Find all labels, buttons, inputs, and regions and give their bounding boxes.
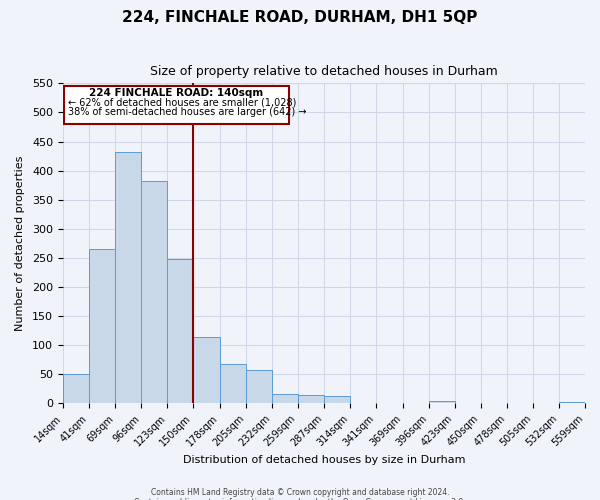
Text: Contains HM Land Registry data © Crown copyright and database right 2024.: Contains HM Land Registry data © Crown c… (151, 488, 449, 497)
Bar (246, 370, 272, 404)
Text: Contains public sector information licensed under the Open Government Licence v3: Contains public sector information licen… (134, 498, 466, 500)
Bar (167, 259, 193, 404)
X-axis label: Distribution of detached houses by size in Durham: Distribution of detached houses by size … (182, 455, 465, 465)
Bar (142, 180, 167, 404)
Title: Size of property relative to detached houses in Durham: Size of property relative to detached ho… (150, 65, 498, 78)
Bar (429, 400, 455, 404)
Bar (559, 402, 585, 404)
Text: 224 FINCHALE ROAD: 140sqm: 224 FINCHALE ROAD: 140sqm (89, 88, 263, 98)
Bar (115, 152, 142, 404)
Bar (325, 396, 350, 404)
FancyBboxPatch shape (64, 86, 289, 124)
Bar (89, 249, 115, 404)
Bar (63, 374, 89, 404)
Bar (193, 337, 220, 404)
Text: 224, FINCHALE ROAD, DURHAM, DH1 5QP: 224, FINCHALE ROAD, DURHAM, DH1 5QP (122, 10, 478, 25)
Bar (272, 394, 298, 404)
Bar (298, 396, 325, 404)
Y-axis label: Number of detached properties: Number of detached properties (15, 156, 25, 331)
Text: ← 62% of detached houses are smaller (1,028): ← 62% of detached houses are smaller (1,… (68, 98, 296, 108)
Text: 38% of semi-detached houses are larger (642) →: 38% of semi-detached houses are larger (… (68, 106, 306, 117)
Bar (220, 364, 246, 404)
